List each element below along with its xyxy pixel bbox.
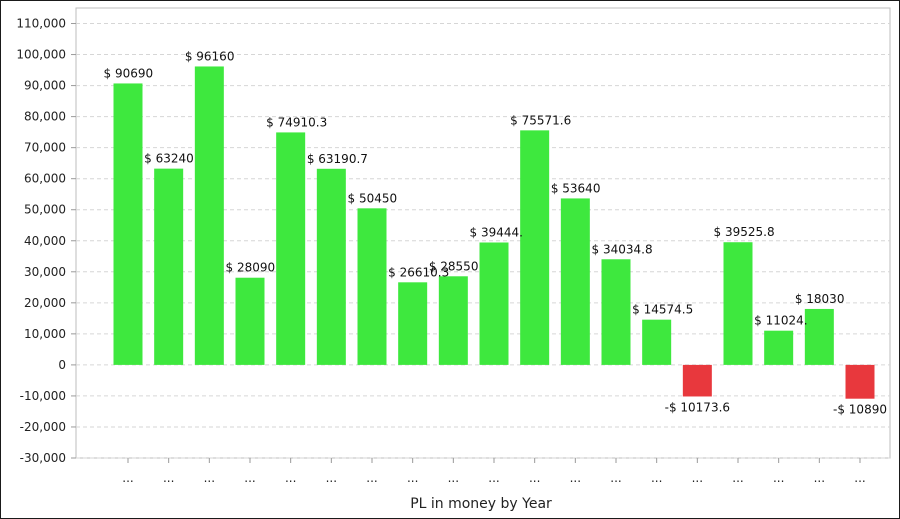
x-tick-label: ... <box>692 471 703 485</box>
bar <box>520 130 550 365</box>
x-tick-label: ... <box>326 471 337 485</box>
x-tick-label: ... <box>773 471 784 485</box>
bar <box>194 66 224 365</box>
bars <box>113 66 875 399</box>
data-label: $ 74910.3 <box>266 115 327 129</box>
y-tick-label: 20,000 <box>24 296 66 310</box>
y-tick-label: -20,000 <box>20 420 66 434</box>
bar <box>113 83 143 365</box>
x-tick-label: ... <box>570 471 581 485</box>
x-tick-label: ... <box>204 471 215 485</box>
data-label: $ 28090 <box>226 261 276 275</box>
x-tick-label: ... <box>732 471 743 485</box>
data-label: $ 75571.6 <box>510 113 571 127</box>
y-tick-label: 40,000 <box>24 234 66 248</box>
data-label: -$ 10173.6 <box>665 400 730 414</box>
y-tick-label: -30,000 <box>20 451 66 465</box>
x-axis-label: PL in money by Year <box>410 496 552 512</box>
bar <box>601 259 631 365</box>
y-tick-label: 10,000 <box>24 327 66 341</box>
bar <box>642 319 672 365</box>
bar <box>438 276 468 365</box>
bar <box>682 364 712 397</box>
bar <box>276 132 306 365</box>
x-tick-label: ... <box>448 471 459 485</box>
y-tick-label: 100,000 <box>16 48 66 62</box>
bar <box>398 282 428 365</box>
bar <box>845 364 875 399</box>
x-tick-label: ... <box>407 471 418 485</box>
y-tick-label: 30,000 <box>24 265 66 279</box>
y-tick-label: 50,000 <box>24 203 66 217</box>
x-tick-label: ... <box>163 471 174 485</box>
x-tick-label: ... <box>529 471 540 485</box>
bar <box>316 168 346 365</box>
bar <box>357 208 387 365</box>
x-tick-label: ... <box>488 471 499 485</box>
bar <box>804 308 834 365</box>
data-label: $ 18030 <box>795 292 845 306</box>
y-tick-label: 110,000 <box>16 17 66 31</box>
y-tick-label: 70,000 <box>24 141 66 155</box>
x-tick-label: ... <box>610 471 621 485</box>
data-label: $ 63190.7 <box>307 152 368 166</box>
data-label: $ 90690 <box>104 66 154 80</box>
data-label: $ 39444. <box>470 225 523 239</box>
y-axis-ticks: -30,000 -20,000 -10,000 0 10,000 20,000 30,000… <box>16 17 76 465</box>
y-tick-label: 0 <box>58 358 66 372</box>
y-tick-label: -10,000 <box>20 389 66 403</box>
x-tick-label: ... <box>244 471 255 485</box>
data-label: $ 11024. <box>754 314 807 328</box>
bar <box>723 242 753 365</box>
x-axis-ticks: ........................................… <box>122 458 866 485</box>
bar <box>479 242 509 365</box>
x-tick-label: ... <box>854 471 865 485</box>
data-label: -$ 10890 <box>833 403 887 417</box>
x-tick-label: ... <box>814 471 825 485</box>
x-tick-label: ... <box>285 471 296 485</box>
x-tick-label: ... <box>366 471 377 485</box>
data-label: $ 28550 <box>429 259 479 273</box>
y-tick-label: 80,000 <box>24 110 66 124</box>
data-label: $ 14574.5 <box>632 303 693 317</box>
data-label: $ 39525.8 <box>714 225 775 239</box>
data-label: $ 26610.3 <box>388 265 449 279</box>
bar <box>560 198 590 365</box>
data-label: $ 96160 <box>185 49 235 63</box>
data-label: $ 50450 <box>348 191 398 205</box>
bar <box>235 277 265 365</box>
data-labels: $ 90690 $ 63240 $ 96160 $ 28090 $ 74910.3 $ 6… <box>104 49 887 416</box>
x-tick-label: ... <box>122 471 133 485</box>
y-tick-label: 90,000 <box>24 79 66 93</box>
data-label: $ 34034.8 <box>592 242 653 256</box>
bar <box>154 168 184 365</box>
bar <box>764 330 794 365</box>
y-tick-label: 60,000 <box>24 172 66 186</box>
data-label: $ 53640 <box>551 181 601 195</box>
x-tick-label: ... <box>651 471 662 485</box>
data-label: $ 63240 <box>144 152 194 166</box>
